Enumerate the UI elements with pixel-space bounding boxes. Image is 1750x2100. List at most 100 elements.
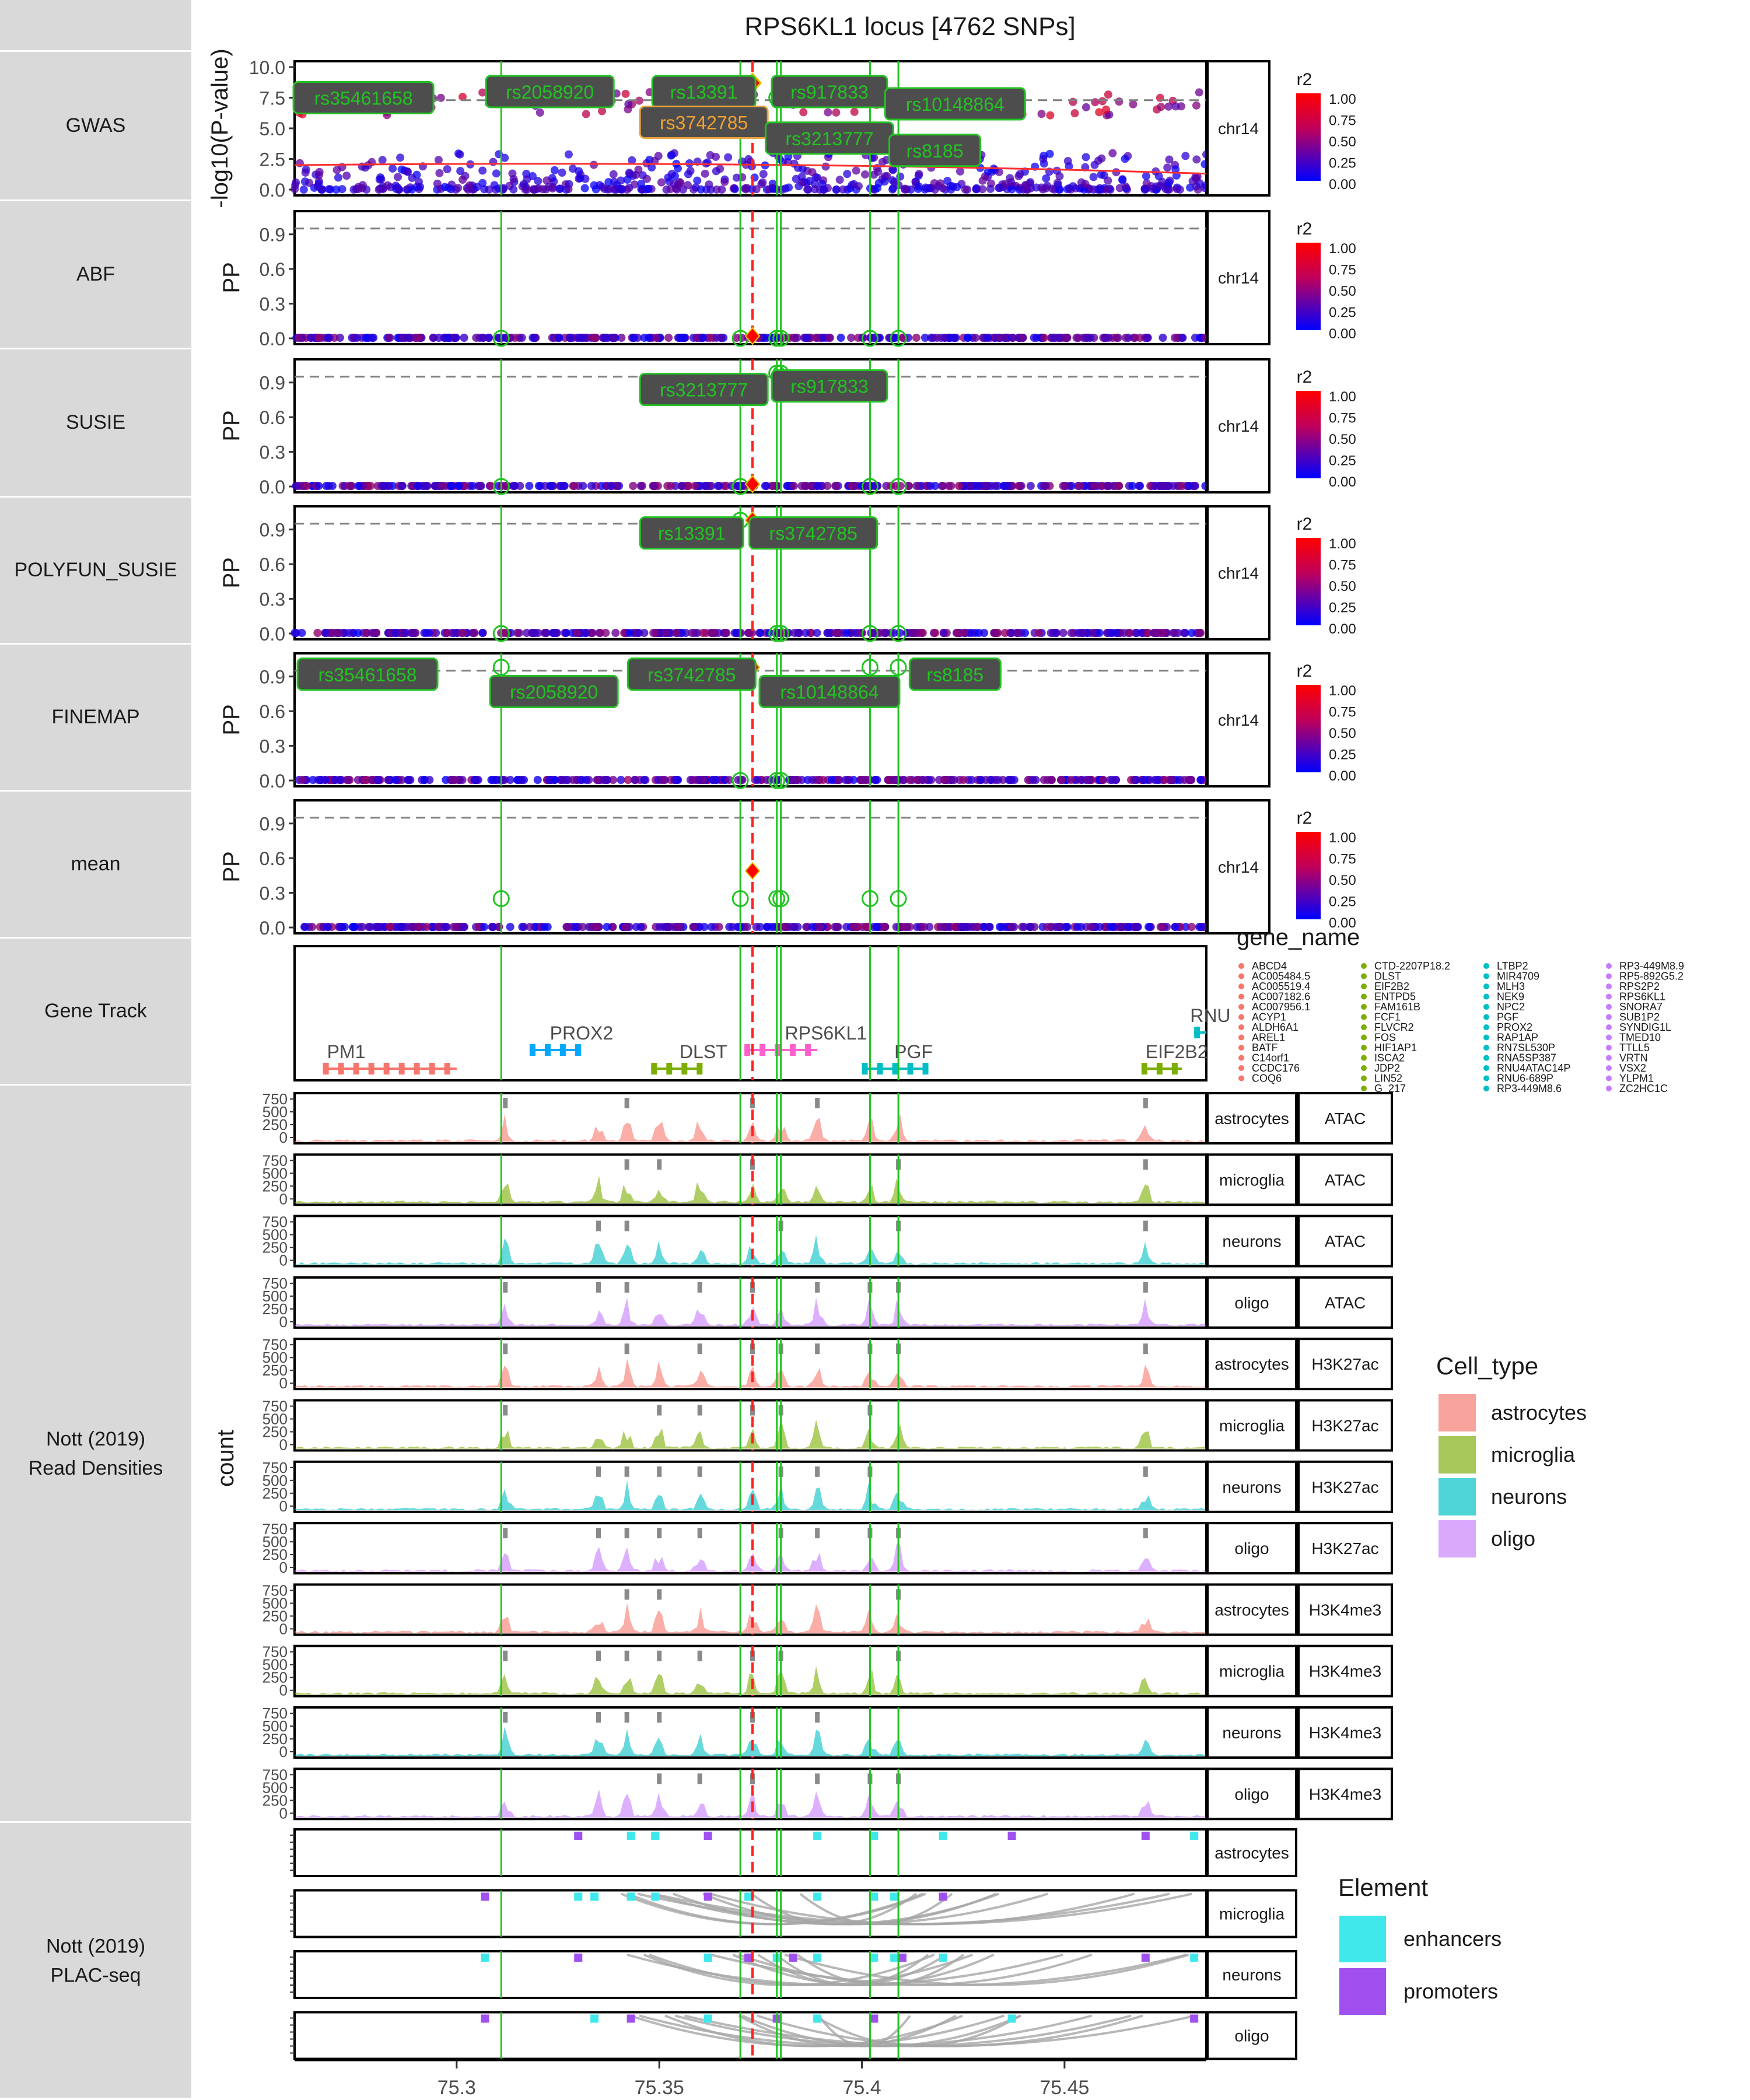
- gene-legend-key: [1238, 1055, 1244, 1061]
- lead-snp-marker: [744, 862, 761, 880]
- gene-exon: [892, 1063, 898, 1074]
- finemap-snp-point: [834, 629, 842, 638]
- gwas-snp-point: [880, 177, 889, 186]
- peak-call-bar: [596, 1528, 601, 1539]
- gene-label: PGF: [894, 1041, 933, 1062]
- gwas-snp-point: [489, 158, 498, 166]
- promoter-anchor: [789, 1954, 797, 1962]
- finemap-snp-point: [993, 776, 1002, 785]
- finemap-snp-point: [808, 776, 817, 785]
- gene-exon: [383, 1063, 390, 1074]
- peak-call-bar: [1143, 1343, 1148, 1354]
- finemap-snp-point: [649, 482, 658, 491]
- facet-strip: [1297, 1768, 1393, 1821]
- finemap-snp-point: [526, 923, 534, 932]
- finemap-snp-point: [1031, 776, 1040, 785]
- finemap-snp-point: [1086, 334, 1095, 342]
- finemap-snp-point: [298, 776, 306, 785]
- row-label: GWAS: [66, 114, 126, 136]
- gene-legend-key: [1238, 963, 1244, 969]
- gwas-snp-point: [896, 172, 905, 181]
- gene-exon: [1156, 1063, 1163, 1074]
- peak-call-bar: [657, 1159, 662, 1170]
- finemap-snp-point: [946, 334, 955, 342]
- y-tick-label: 750: [262, 1581, 288, 1599]
- finemap-snp-point: [689, 923, 698, 932]
- gene-exon: [666, 1063, 673, 1074]
- r2-legend-tick: 1.00: [1329, 92, 1356, 107]
- finemap-snp-point: [662, 629, 671, 638]
- finemap-snp-point: [306, 334, 315, 342]
- finemap-snp-point: [676, 923, 684, 932]
- credible-snp-ring: [772, 330, 790, 347]
- peak-call-bar: [697, 1528, 702, 1539]
- enhancer-anchor: [590, 2014, 599, 2023]
- y-tick-label: 250: [262, 1485, 288, 1502]
- credible-snp-ring: [492, 659, 510, 676]
- gene-legend-key: [1361, 1075, 1367, 1082]
- gene-legend-label: BATF: [1252, 1042, 1278, 1054]
- pp-snp-label-box: [748, 516, 878, 550]
- gwas-snp-point: [548, 184, 557, 193]
- gwas-snp-point: [555, 184, 564, 193]
- assay-strip-label: H3K27ac: [1311, 1355, 1378, 1373]
- finemap-snp-point: [324, 334, 332, 342]
- gene-label: RNU: [1190, 1005, 1230, 1026]
- peak-call-bar: [815, 1466, 820, 1477]
- r2-legend-tick: 0.25: [1329, 305, 1356, 321]
- finemap-snp-point: [827, 776, 836, 785]
- finemap-snp-point: [1000, 334, 1009, 342]
- gwas-snp-point: [1163, 163, 1172, 172]
- finemap-snp-point: [1010, 923, 1019, 932]
- finemap-snp-point: [372, 629, 381, 638]
- gwas-snp-point: [334, 173, 342, 182]
- finemap-snp-point: [813, 629, 821, 638]
- gene-legend-label: AC005484.5: [1252, 971, 1310, 982]
- finemap-snp-point: [292, 629, 300, 638]
- finemap-snp-point: [1085, 776, 1094, 785]
- gene-exon: [1171, 1063, 1178, 1074]
- r2-legend-tick: 0.25: [1329, 894, 1356, 910]
- gwas-snp-point: [813, 173, 822, 182]
- gene-exon: [414, 1063, 420, 1074]
- row-separator: [0, 348, 191, 349]
- finemap-snp-point: [954, 482, 963, 491]
- finemap-snp-point: [480, 923, 489, 932]
- finemap-snp-point: [842, 629, 851, 638]
- gene-exon: [575, 1044, 581, 1056]
- gene-legend-label: MIR4709: [1497, 971, 1539, 982]
- finemap-snp-point: [912, 923, 921, 932]
- gwas-snp-point: [785, 183, 793, 192]
- finemap-snp-point: [525, 482, 534, 491]
- credible-snp-ring: [492, 330, 510, 347]
- enhancer-anchor: [870, 1954, 878, 1962]
- finemap-snp-point: [947, 482, 956, 491]
- gene-legend-label: LIN52: [1374, 1073, 1402, 1084]
- gwas-snp-label-box: [884, 87, 1026, 121]
- peak-call-bar: [503, 1650, 508, 1661]
- gwas-snp-point: [1042, 174, 1051, 183]
- enhancer-anchor: [813, 1892, 822, 1901]
- enhancer-anchor: [651, 1892, 660, 1901]
- finemap-snp-point: [1066, 776, 1075, 785]
- finemap-snp-point: [802, 482, 810, 491]
- finemap-snp-point: [823, 482, 832, 491]
- enhancer-anchor: [1190, 1954, 1199, 1962]
- finemap-snp-point: [629, 334, 638, 342]
- finemap-snp-point: [708, 629, 716, 638]
- finemap-snp-point: [1121, 334, 1130, 342]
- peak-call-bar: [624, 1282, 629, 1293]
- gene-legend-key: [1606, 973, 1612, 979]
- gwas-snp-point: [635, 96, 643, 105]
- read-density-signal: [295, 1602, 1206, 1633]
- gwas-snp-point: [683, 181, 692, 190]
- gene-legend-label: VSX2: [1619, 1062, 1646, 1074]
- finemap-snp-point: [904, 482, 913, 491]
- finemap-snp-point: [1144, 923, 1153, 932]
- gwas-snp-point: [394, 185, 403, 194]
- gene-exon: [429, 1063, 435, 1074]
- finemap-snp-point: [1167, 776, 1176, 785]
- finemap-snp-point: [1057, 776, 1066, 785]
- finemap-snp-point: [939, 629, 948, 638]
- gene-legend-key: [1238, 1004, 1244, 1010]
